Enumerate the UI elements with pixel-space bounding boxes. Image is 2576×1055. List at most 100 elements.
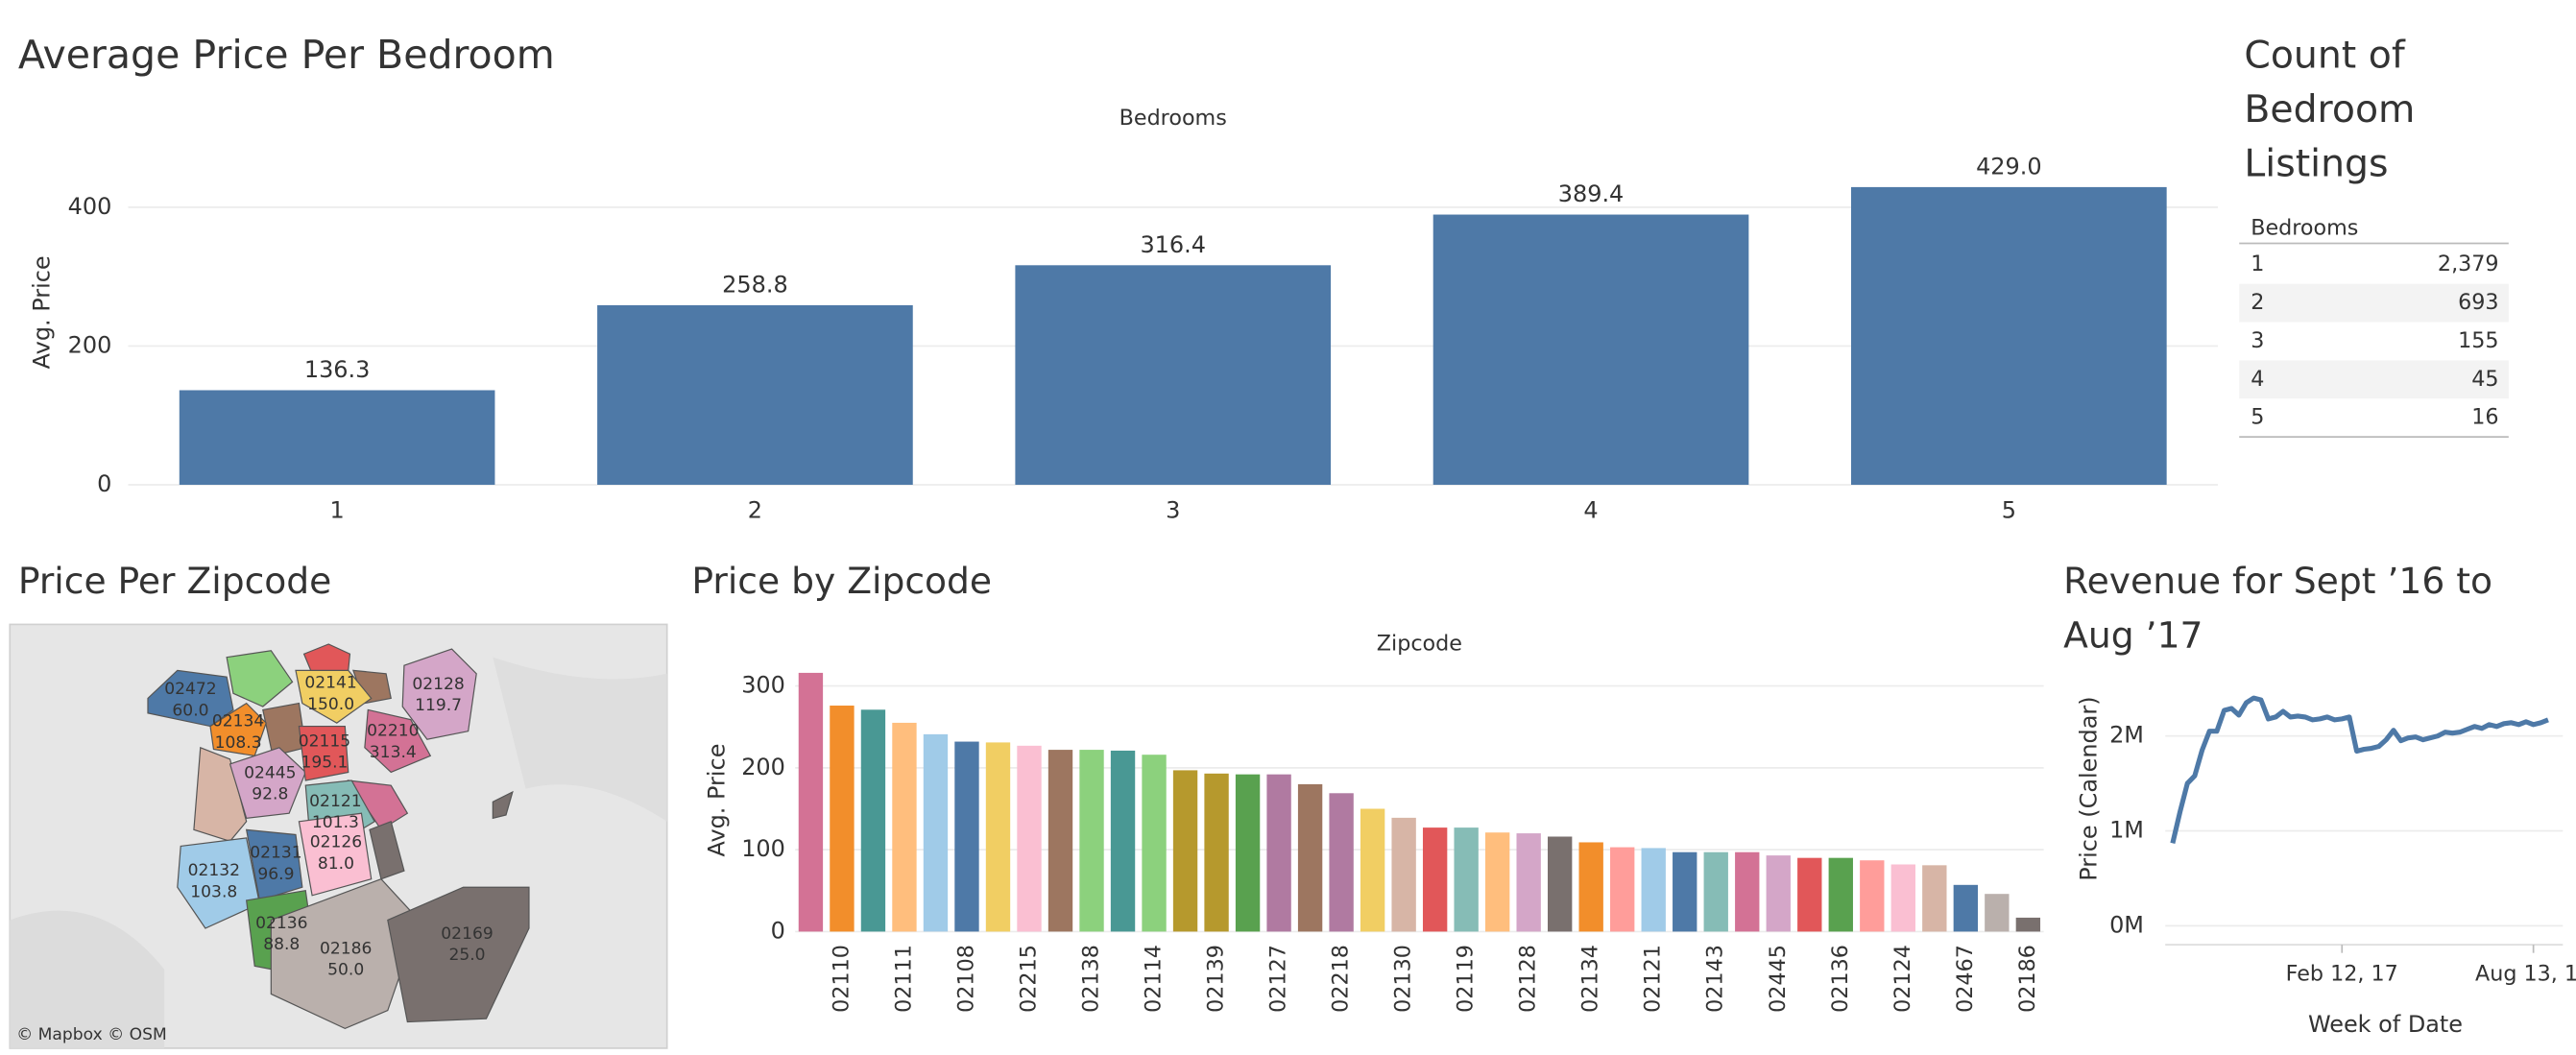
region-label: 02472 [164,680,216,699]
region-label: 02128 [412,675,464,694]
map-region [147,669,234,728]
x-tick-label: 02186 [2015,945,2040,1013]
bar [1673,851,1697,932]
cell-value: 155 [2458,328,2498,353]
bar [1172,770,1198,932]
region-label: 02134 [212,712,264,731]
region-value: 50.0 [327,961,364,980]
x-tick-label: 02127 [1266,945,1291,1013]
bar [1851,186,2167,486]
bar [1015,265,1332,486]
map-region [229,747,306,820]
region-value: 25.0 [448,946,485,965]
x-tick-label: 02128 [1516,945,1541,1013]
region-value: 96.9 [257,865,294,884]
region-value: 195.1 [301,754,348,773]
map-region [298,812,373,897]
map-area [193,746,248,843]
cell-value: 693 [2458,290,2498,315]
bar [597,304,913,486]
bar [1017,745,1042,932]
y-tick-label: 400 [68,193,112,220]
x-axis-title: Week of Date [2308,1011,2463,1038]
data-label: 258.8 [722,271,788,298]
region-label: 02132 [188,861,240,880]
cell-value: 2,379 [2438,252,2499,276]
region-value: 81.0 [318,854,354,874]
bar [1516,833,1541,932]
region-value: 119.7 [415,696,462,715]
row-label: 2 [2251,290,2264,315]
region-value: 101.3 [312,813,359,832]
x-tick-label: 02111 [891,945,916,1013]
x-tick-label: 5 [2002,496,2016,523]
x-tick-label: 02130 [1391,945,1416,1013]
x-tick-label: 02139 [1204,945,1229,1013]
map-area [492,790,514,820]
region-label: 02121 [309,792,361,811]
bar [1890,864,1915,932]
row-label: 1 [2251,252,2264,276]
x-tick-label: 02121 [1641,945,1666,1013]
y-axis-title: Avg. Price [704,744,731,857]
y-tick-label: 300 [741,672,785,699]
region-label: 02141 [304,674,356,693]
bar [1578,842,1603,932]
x-tick-label: 02110 [829,945,854,1013]
map-region [270,877,421,1030]
map-attribution: © Mapbox © OSM [16,1025,167,1044]
y-tick-label: 100 [741,835,785,862]
region-label: 02186 [320,939,372,958]
x-tick-label: Feb 12, 17 [2286,961,2398,986]
region-label: 02115 [299,731,350,751]
line-title: Revenue for Sept ’16 to Aug ’17 [2063,562,2493,658]
map-area [369,820,405,880]
region-label: 02131 [250,844,301,863]
map-water [10,910,165,1048]
map-region [401,648,477,740]
y-axis-title: Avg. Price [28,255,55,369]
region-value: 108.3 [215,733,262,753]
table-title-box: Count of Bedroom Listings [2244,35,2416,186]
bar [1266,774,1291,932]
bar [1548,836,1573,932]
map-region [387,886,530,1023]
map-region [177,837,261,929]
y-tick-label: 200 [741,754,785,780]
region-label: 02169 [441,924,493,944]
bar [1484,832,1510,932]
bar [1703,851,1728,932]
y-tick-label: 200 [68,331,112,358]
x-tick-label: 02138 [1079,945,1104,1013]
table-title: Count of Bedroom Listings [2244,35,2416,186]
row-band [2239,360,2509,399]
bar [1735,851,1760,932]
region-label: 02136 [255,914,307,933]
bar [1204,773,1229,932]
map-region [295,669,373,724]
bar [1766,855,1791,932]
bar [1142,755,1167,932]
chart-title: Price Per Zipcode [18,560,332,602]
map-water [493,657,667,822]
region-label: 02126 [310,833,362,852]
x-tick-label: 02136 [1828,945,1853,1013]
bar [1454,827,1479,932]
region-label: 02445 [244,763,296,782]
bar [892,722,917,932]
bar [1047,750,1073,932]
region-label: 02210 [367,722,419,741]
x-tick-label: 3 [1166,496,1180,523]
bar [1610,847,1635,932]
bar [1641,848,1666,932]
chart-title: Price by Zipcode [691,560,992,602]
map-area [226,650,294,707]
x-tick-label: 02124 [1890,945,1915,1013]
bar [1828,857,1853,932]
x-tick-label: 02114 [1142,945,1167,1013]
y-tick-label: 0 [97,470,111,497]
map-region [298,725,349,781]
map-region [209,702,267,757]
data-label: 136.3 [304,356,371,383]
row-band [2239,283,2509,323]
